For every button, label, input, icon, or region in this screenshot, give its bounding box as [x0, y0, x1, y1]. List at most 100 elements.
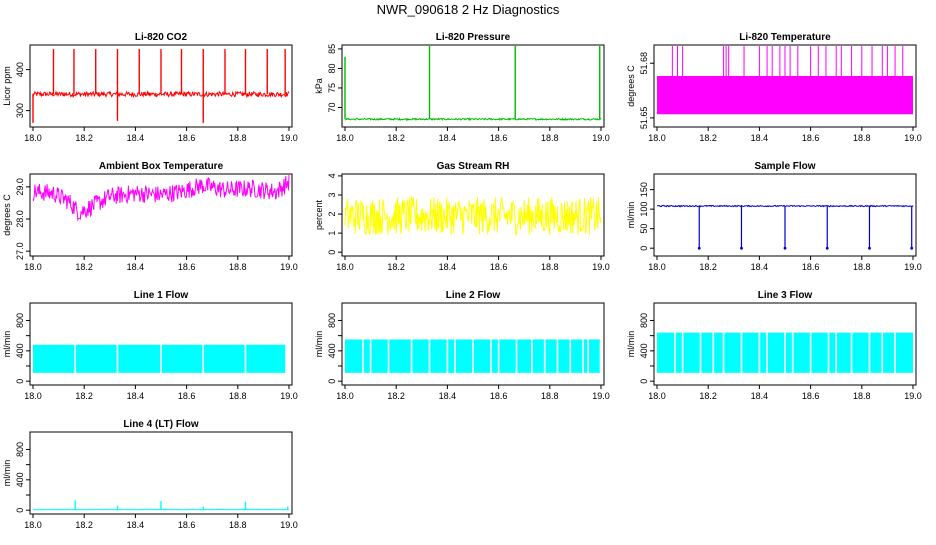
y-tick-label: 800 — [639, 313, 649, 328]
data-dip-point — [826, 247, 829, 250]
data-gap — [498, 339, 500, 372]
x-tick-label: 19.0 — [592, 262, 610, 272]
data-gap — [202, 345, 204, 373]
chart-title: Line 1 Flow — [134, 290, 189, 301]
x-tick-label: 18.2 — [75, 262, 93, 272]
x-tick-label: 18.4 — [127, 133, 145, 143]
data-series — [33, 345, 285, 373]
data-dip-point — [910, 247, 913, 250]
x-tick-label: 18.2 — [387, 133, 405, 143]
data-gap — [362, 339, 364, 372]
x-tick-label: 18.6 — [178, 133, 196, 143]
data-gap — [674, 333, 676, 373]
data-dip-point — [868, 247, 871, 250]
y-tick-label: 0 — [15, 508, 25, 513]
x-tick-label: 18.8 — [229, 133, 247, 143]
y-tick-label: 2 — [327, 212, 337, 217]
data-gap — [700, 333, 702, 373]
x-tick-label: 18.4 — [751, 391, 769, 401]
data-gap — [881, 333, 883, 373]
data-dip-point — [784, 247, 787, 250]
y-axis-label: degrees C — [2, 194, 12, 236]
y-tick-label: 150 — [639, 182, 649, 197]
x-tick-label: 19.0 — [592, 133, 610, 143]
x-tick-label: 18.2 — [75, 520, 93, 530]
y-tick-label: 0 — [327, 379, 337, 384]
x-tick-label: 18.6 — [802, 391, 820, 401]
data-gap — [682, 333, 684, 373]
y-tick-label: 1 — [327, 231, 337, 236]
y-tick-label: 0 — [639, 379, 649, 384]
x-tick-label: 18.4 — [751, 133, 769, 143]
data-dip-point — [740, 247, 743, 250]
data-gap — [766, 333, 768, 373]
x-tick-label: 18.0 — [336, 391, 354, 401]
data-gap — [582, 339, 584, 372]
y-tick-label: 51.65 — [639, 107, 649, 130]
x-tick-label: 18.8 — [853, 262, 871, 272]
y-tick-label: 400 — [15, 343, 25, 358]
y-tick-label: 75 — [327, 83, 337, 93]
x-tick-label: 18.2 — [699, 391, 717, 401]
data-series — [345, 339, 600, 372]
x-tick-label: 18.4 — [751, 262, 769, 272]
x-tick-label: 18.8 — [541, 391, 559, 401]
data-gap — [531, 339, 533, 372]
x-tick-label: 18.2 — [75, 391, 93, 401]
x-tick-label: 18.0 — [24, 520, 42, 530]
y-tick-label: 85 — [327, 44, 337, 54]
data-gap — [851, 333, 853, 373]
y-tick-label: 0 — [327, 250, 337, 255]
y-tick-label: 51.68 — [639, 52, 649, 75]
data-gap — [810, 333, 812, 373]
x-tick-label: 18.0 — [24, 391, 42, 401]
data-gap — [411, 339, 413, 372]
y-tick-label: 400 — [639, 343, 649, 358]
x-tick-label: 18.6 — [178, 262, 196, 272]
y-tick-label: 29.0 — [15, 178, 25, 196]
x-tick-label: 18.4 — [439, 391, 457, 401]
x-tick-label: 19.0 — [280, 133, 298, 143]
x-tick-label: 18.8 — [853, 391, 871, 401]
data-series — [345, 46, 601, 120]
x-tick-label: 19.0 — [904, 133, 922, 143]
data-line — [345, 118, 601, 120]
x-tick-label: 18.6 — [490, 391, 508, 401]
y-tick-label: 100 — [639, 202, 649, 217]
y-axis-label: ml/min — [314, 331, 324, 358]
y-axis-label: degrees C — [626, 65, 636, 107]
y-tick-label: 400 — [327, 343, 337, 358]
data-gap — [472, 339, 474, 372]
x-tick-label: 19.0 — [280, 262, 298, 272]
y-tick-label: 300 — [15, 103, 25, 118]
x-tick-label: 18.0 — [24, 262, 42, 272]
x-tick-label: 18.2 — [699, 262, 717, 272]
data-gap — [516, 339, 518, 372]
data-series — [345, 197, 601, 235]
y-axis-label: kPa — [314, 78, 324, 94]
x-tick-label: 18.8 — [541, 133, 559, 143]
x-tick-label: 19.0 — [904, 391, 922, 401]
data-series — [33, 175, 289, 220]
chart-title: Ambient Box Temperature — [99, 161, 224, 172]
chart-title: Line 3 Flow — [758, 290, 813, 301]
y-tick-label: 28.0 — [15, 210, 25, 228]
x-tick-label: 18.0 — [648, 391, 666, 401]
x-tick-label: 18.4 — [439, 262, 457, 272]
data-gap — [544, 339, 546, 372]
y-tick-label: 80 — [327, 63, 337, 73]
data-gap — [792, 333, 794, 373]
data-gap — [587, 339, 589, 372]
y-axis-label: ml/min — [626, 202, 636, 229]
data-gap — [784, 333, 786, 373]
chart-panel-8: Line 3 Flow 18.0 18.2 18.4 18.6 18.8 19.0 0 400 8… — [626, 290, 922, 401]
data-gap — [245, 345, 247, 373]
